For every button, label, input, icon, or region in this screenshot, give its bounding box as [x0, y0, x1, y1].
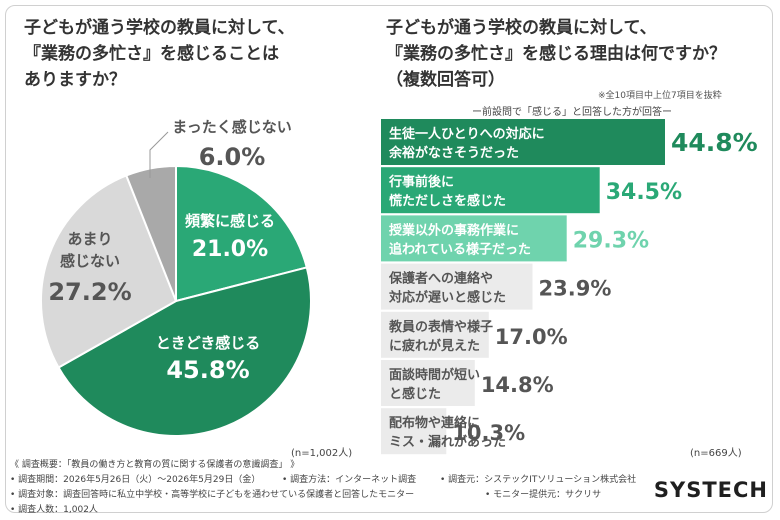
bar-2 — [381, 167, 600, 214]
systech-logo: SYSTECH — [653, 478, 768, 502]
bar-category-label-1: 余裕がなさそうだった — [388, 145, 519, 161]
bar-1 — [381, 119, 665, 165]
bar-category-label-7: 配布物や連絡に — [389, 415, 480, 431]
pie-slice-sometimes — [57, 266, 312, 437]
pie-label-sometimes: ときどき感じる — [156, 334, 261, 352]
pie-slice-never — [125, 164, 177, 302]
pie-value-sometimes: 45.8% — [166, 356, 249, 384]
bar-category-label-2: 行事前後に — [388, 174, 454, 190]
bar-6 — [381, 360, 475, 406]
bar-category-label-3: 授業以外の事務作業に — [389, 222, 519, 238]
right-sample-size: (n=669人) — [690, 448, 742, 459]
bar-7 — [381, 408, 447, 455]
bar-value-label-7: 10.3% — [452, 421, 525, 445]
survey-organizer: • 調査元：システックITソリューション株式会社 — [440, 475, 637, 485]
pie-value-rarely: 27.2% — [48, 278, 131, 306]
bar-category-label-5: 教員の表情や様子 — [388, 319, 493, 335]
survey-provider: • モニター提供元：サクリサ — [485, 490, 602, 500]
survey-heading: 《 調査概要：「教員の働き方と教育の質に関する保護者の意識調査」 》 — [10, 460, 300, 470]
pie-value-frequently: 21.0% — [192, 237, 268, 262]
bar-value-label-1: 44.8% — [671, 128, 758, 157]
pie-label-rarely: 感じない — [60, 252, 120, 270]
bar-value-label-4: 23.9% — [539, 277, 612, 301]
bar-category-label-7: ミス・漏れがあった — [389, 434, 506, 450]
pie-label-never: まったく感じない — [172, 118, 291, 136]
survey-method: • 調査方法：インターネット調査 — [282, 475, 417, 485]
bar-category-label-6: と感じた — [389, 386, 441, 402]
survey-period: • 調査期間：2026年5月26日（火）～2026年5月29日（金） — [10, 475, 261, 485]
bar-value-label-5: 17.0% — [495, 325, 568, 349]
bar-category-label-4: 保護者への連絡や — [388, 271, 493, 287]
pie-label-frequently: 頻繁に感じる — [185, 212, 275, 230]
right-chart-title: 子どもが通う学校の教員に対して、 『業務の多忙さ』を感じる理由は何ですか？ （複… — [386, 18, 726, 90]
survey-target: • 調査対象：調査回答時に私立中学校・高等学校に子どもを通わせている保護者と回答… — [10, 490, 415, 500]
survey-count: • 調査人数：1,002人 — [10, 505, 98, 515]
pie-slice-rarely — [40, 174, 178, 369]
pie-leader-line — [149, 131, 169, 178]
infographic-frame — [5, 5, 773, 513]
pie-slice-frequently — [175, 164, 308, 303]
respondent-note: ー前設問で「感じる」と回答した方が回答ー — [472, 107, 672, 118]
bar-category-label-2: 慌ただしさを感じた — [389, 193, 506, 209]
pie-label-rarely: あまり — [67, 230, 112, 248]
bar-category-label-5: に疲れが見えた — [389, 338, 480, 354]
bar-category-label-3: 追われている様子だった — [389, 241, 531, 257]
pie-value-never: 6.0% — [199, 143, 266, 171]
bar-category-label-6: 面談時間が短い — [389, 367, 480, 383]
bar-4 — [381, 263, 533, 310]
bar-category-label-1: 生徒一人ひとりへの対応に — [389, 126, 545, 142]
bar-5 — [381, 311, 489, 358]
bar-value-label-6: 14.8% — [481, 373, 554, 397]
excerpt-note: ※全10項目中上位7項目を抜粋 — [598, 91, 722, 101]
bar-value-label-2: 34.5% — [606, 180, 682, 205]
bar-value-label-3: 29.3% — [573, 228, 649, 253]
left-sample-size: (n=1,002人) — [291, 448, 353, 459]
bar-3 — [381, 215, 567, 262]
bar-category-label-4: 対応が遅いと感じた — [388, 290, 506, 306]
left-chart-title: 子どもが通う学校の教員に対して、 『業務の多忙さ』を感じることは ありますか？ — [24, 18, 295, 90]
